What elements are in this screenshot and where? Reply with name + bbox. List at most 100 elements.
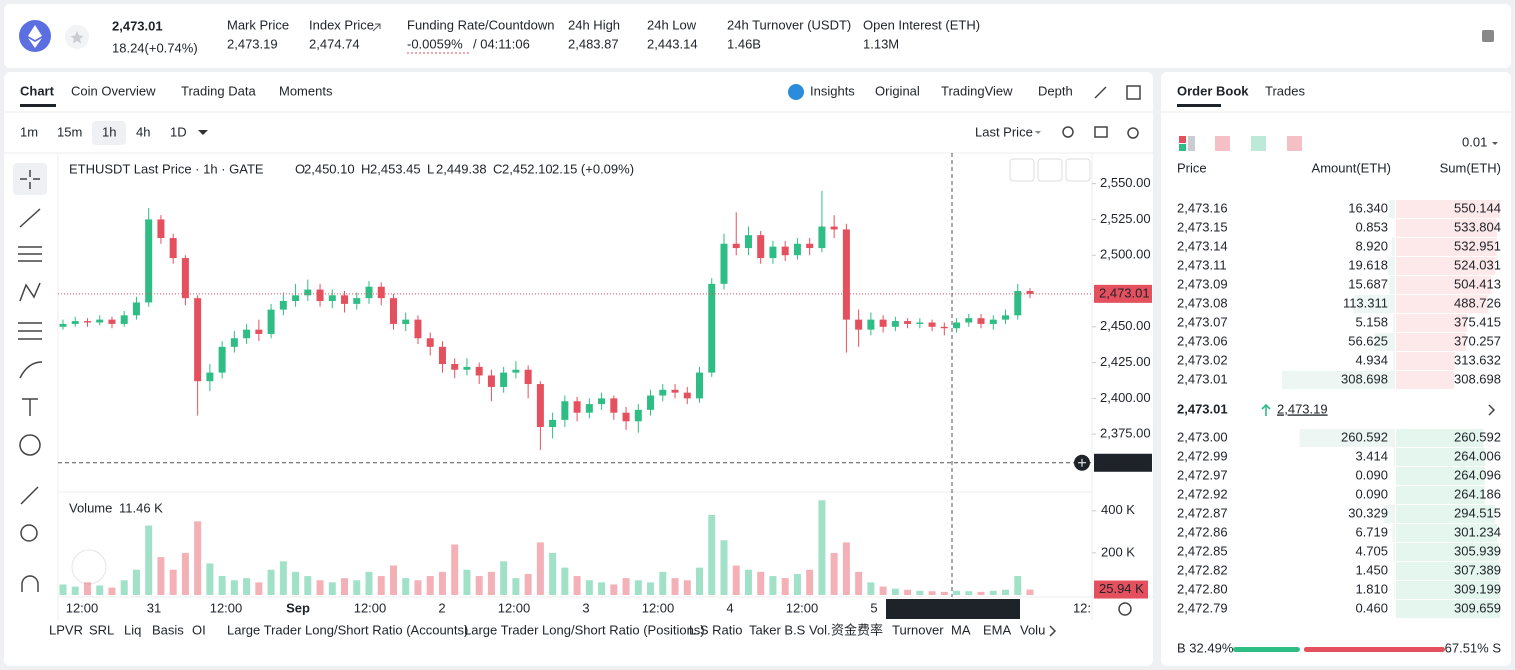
interval[interactable]: 1m (20, 124, 38, 139)
ob-sum: 264.186 (1454, 486, 1501, 501)
view-tab[interactable]: Depth (1038, 83, 1073, 98)
indicator[interactable]: Liq (124, 622, 141, 637)
more-arrow[interactable] (1049, 625, 1057, 637)
volume-bar (965, 591, 973, 595)
magnet-icon[interactable] (21, 575, 39, 592)
chart-tab[interactable]: Coin Overview (71, 83, 156, 98)
line-icon[interactable] (19, 208, 41, 228)
ob-price[interactable]: 2,473.06 (1177, 333, 1228, 348)
ob-price[interactable]: 2,473.02 (1177, 352, 1228, 367)
ob-price[interactable]: 2,472.86 (1177, 524, 1228, 539)
camera-icon[interactable] (1094, 126, 1108, 138)
ob-price[interactable]: 2,473.11 (1177, 257, 1227, 272)
ob-price[interactable]: 2,473.01 (1177, 371, 1228, 386)
stat-value: 1.13M (863, 36, 899, 51)
emoji-icon[interactable] (19, 434, 41, 456)
sell-ratio: 67.51% S (1445, 640, 1502, 655)
fib-icon[interactable] (18, 322, 42, 340)
indicator[interactable]: Volu (1020, 622, 1045, 637)
expand-icon[interactable] (1094, 86, 1107, 99)
channel-icon[interactable] (18, 246, 42, 262)
legend-key: C (493, 161, 502, 176)
ob-tab[interactable]: Trades (1265, 83, 1305, 98)
ob-price[interactable]: 2,473.07 (1177, 314, 1228, 329)
ob-price[interactable]: 2,473.14 (1177, 238, 1228, 253)
indicator[interactable]: 资金费率 (831, 622, 883, 637)
ob-price[interactable]: 2,472.79 (1177, 600, 1228, 615)
precision[interactable]: 0.01 (1462, 134, 1487, 149)
maximize-button[interactable] (1065, 158, 1091, 182)
indicator[interactable]: Turnover (892, 622, 944, 637)
layout-both[interactable] (1179, 136, 1186, 143)
interval[interactable]: 15m (57, 124, 82, 139)
settings-icon[interactable] (1482, 30, 1494, 42)
dropdown-arrow[interactable] (1035, 131, 1041, 134)
view-tab[interactable]: Original (875, 83, 920, 98)
amount-bar (1387, 257, 1395, 275)
tool-crosshair[interactable] (13, 163, 47, 195)
axis-settings[interactable] (1118, 602, 1132, 616)
ob-price[interactable]: 2,472.85 (1177, 543, 1228, 558)
candle-body (1026, 291, 1034, 294)
scroll-button[interactable] (1009, 158, 1035, 182)
ob-price[interactable]: 2,472.82 (1177, 562, 1228, 577)
indicator[interactable]: Large Trader Long/Short Ratio (Accounts) (227, 622, 468, 637)
mid-arrow[interactable] (1488, 404, 1496, 416)
sum-bar (1396, 600, 1500, 618)
ob-price[interactable]: 2,473.00 (1177, 429, 1228, 444)
brush-icon[interactable] (19, 361, 43, 379)
ob-price[interactable]: 2,473.16 (1177, 200, 1228, 215)
volume-bar (132, 569, 140, 595)
time-label: 2 (438, 600, 445, 615)
layout-asks[interactable] (1215, 136, 1230, 151)
chart-tab[interactable]: Trading Data (181, 83, 256, 98)
pattern-icon[interactable] (19, 282, 41, 302)
indicator[interactable]: Taker B.S Vol. (749, 622, 831, 637)
layout-asks-alt[interactable] (1287, 136, 1302, 151)
ruler-icon[interactable] (20, 486, 39, 505)
interval[interactable]: 1h (102, 124, 116, 139)
layout-bids[interactable] (1251, 136, 1266, 151)
indicator[interactable]: Large Trader Long/Short Ratio (Positions… (464, 622, 705, 637)
text-icon[interactable] (22, 398, 38, 416)
link-arrow (372, 23, 381, 32)
zoom-icon[interactable] (20, 524, 38, 542)
view-tab[interactable]: Insights (810, 83, 855, 98)
indicator[interactable]: SRL (89, 622, 114, 637)
collapse-button[interactable] (1037, 158, 1063, 182)
indicator[interactable]: OI (192, 622, 206, 637)
ob-price[interactable]: 2,472.99 (1177, 448, 1228, 463)
search-icon[interactable] (1062, 126, 1074, 138)
time-label: 12:00 (642, 600, 675, 615)
ai-icon (788, 84, 804, 100)
interval[interactable]: 1D (170, 124, 187, 139)
ob-tab[interactable]: Order Book (1177, 83, 1249, 98)
volume-bar (59, 584, 67, 595)
indicator[interactable]: EMA (983, 622, 1012, 637)
indicator[interactable]: L.S Ratio (689, 622, 742, 637)
precision-arrow[interactable] (1492, 142, 1498, 145)
view-tab[interactable]: TradingView (941, 83, 1013, 98)
dropdown-arrow[interactable] (198, 130, 208, 135)
ob-price[interactable]: 2,472.87 (1177, 505, 1228, 520)
volume-bar (757, 571, 765, 595)
ob-price[interactable]: 2,473.09 (1177, 276, 1228, 291)
indicator[interactable]: LPVR (49, 622, 83, 637)
interval-active (92, 121, 126, 145)
window-icon[interactable] (1126, 85, 1141, 100)
settings-icon[interactable] (1127, 127, 1139, 139)
volume-bar (598, 582, 606, 595)
chart-tab[interactable]: Moments (279, 83, 333, 98)
indicator[interactable]: MA (951, 622, 971, 637)
ob-sum: 308.698 (1454, 371, 1501, 386)
indicator[interactable]: Basis (152, 622, 184, 637)
price-type[interactable]: Last Price (975, 124, 1033, 139)
ob-price[interactable]: 2,473.08 (1177, 295, 1228, 310)
volume-bar (316, 580, 324, 595)
ob-price[interactable]: 2,472.97 (1177, 467, 1228, 482)
ob-price[interactable]: 2,472.92 (1177, 486, 1228, 501)
ob-price[interactable]: 2,473.15 (1177, 219, 1228, 234)
chart-tab[interactable]: Chart (20, 83, 55, 98)
interval[interactable]: 4h (136, 124, 150, 139)
ob-price[interactable]: 2,472.80 (1177, 581, 1228, 596)
